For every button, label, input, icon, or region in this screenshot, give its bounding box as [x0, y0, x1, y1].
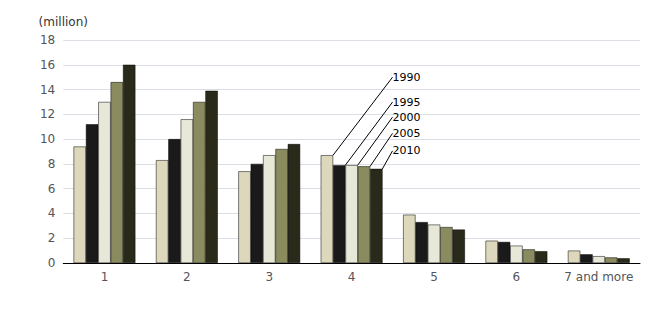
svg-text:7 and more: 7 and more	[564, 270, 633, 284]
svg-text:1: 1	[101, 270, 109, 284]
svg-text:12: 12	[40, 107, 55, 121]
svg-text:14: 14	[40, 83, 55, 97]
svg-text:16: 16	[40, 58, 55, 72]
svg-text:1995: 1995	[393, 96, 421, 109]
svg-text:5: 5	[430, 270, 438, 284]
svg-text:2: 2	[183, 270, 191, 284]
svg-text:2000: 2000	[393, 111, 421, 124]
svg-text:1990: 1990	[393, 71, 421, 84]
svg-text:3: 3	[265, 270, 273, 284]
svg-text:2010: 2010	[393, 144, 421, 157]
svg-text:8: 8	[48, 157, 56, 171]
svg-text:2005: 2005	[393, 127, 421, 140]
svg-text:0: 0	[48, 256, 56, 270]
svg-text:(million): (million)	[39, 15, 88, 29]
svg-text:4: 4	[348, 270, 356, 284]
svg-text:4: 4	[48, 206, 56, 220]
svg-text:10: 10	[40, 132, 55, 146]
svg-text:6: 6	[513, 270, 521, 284]
svg-text:2: 2	[48, 231, 56, 245]
svg-text:18: 18	[40, 33, 55, 47]
svg-text:6: 6	[48, 182, 56, 196]
